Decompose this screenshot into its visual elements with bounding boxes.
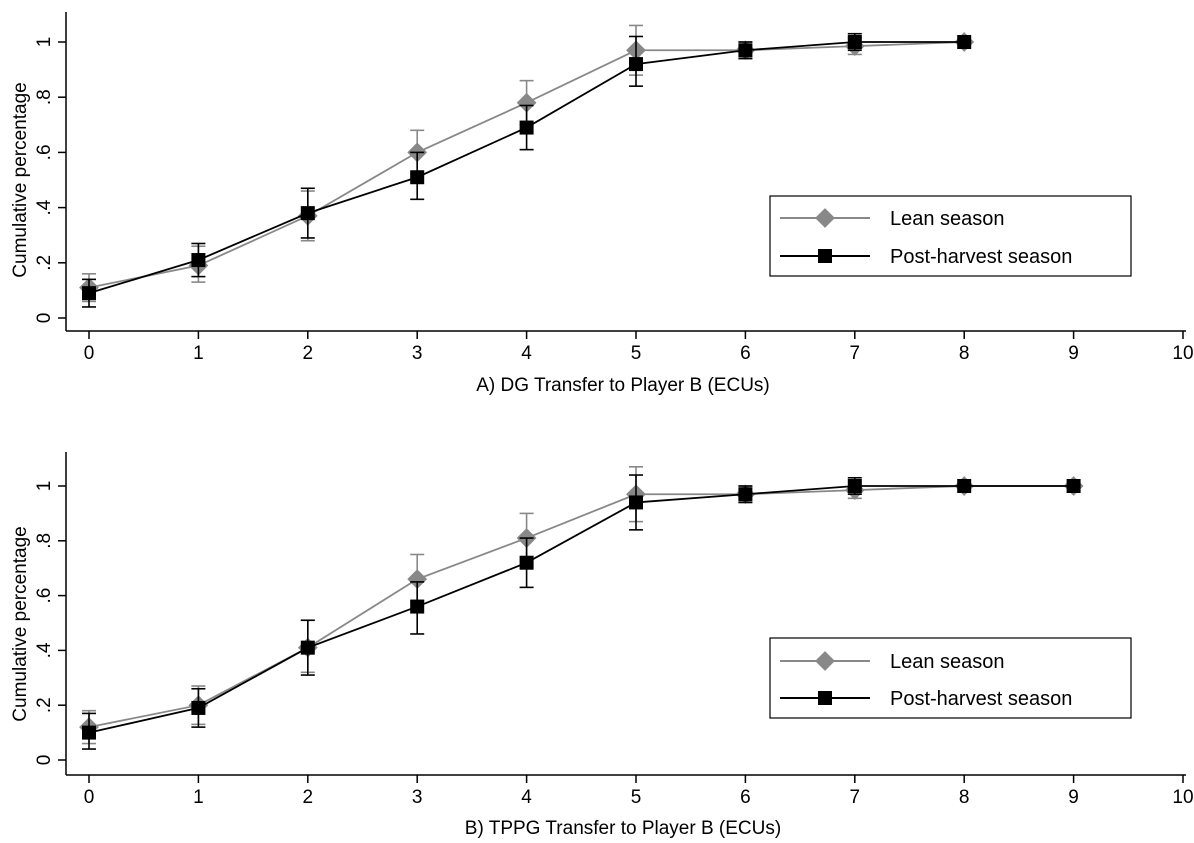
x-tick-label: 6 <box>740 787 751 808</box>
data-point <box>519 120 534 135</box>
series-post <box>82 474 1081 750</box>
y-tick-label: .8 <box>34 89 55 105</box>
x-tick-label: 5 <box>631 787 642 808</box>
y-tick-label: .4 <box>34 199 55 215</box>
data-point <box>300 206 315 221</box>
y-tick-label: 1 <box>34 481 55 492</box>
legend-marker-post <box>818 691 832 705</box>
x-axis-title: B) TPPG Transfer to Player B (ECUs) <box>465 818 781 839</box>
y-tick-label: .2 <box>34 697 55 713</box>
y-axis-title: Cumulative percentage <box>10 526 31 721</box>
x-tick-label: 7 <box>850 787 861 808</box>
x-tick-label: 3 <box>412 343 423 364</box>
y-tick-label: 0 <box>34 755 55 766</box>
legend-label-lean: Lean season <box>890 651 1005 673</box>
data-point <box>82 725 96 740</box>
series-post <box>82 32 972 308</box>
x-tick-label: 3 <box>412 787 423 808</box>
x-tick-label: 9 <box>1068 787 1079 808</box>
data-point <box>957 479 972 493</box>
chart-panel-a: 0 1 2 3 4 5 6 7 8 9 10 0 .2 .4 .6 .8 1 Cumulative percen… <box>10 12 1194 396</box>
data-point <box>191 253 206 268</box>
axis-ticks: 0 1 2 3 4 5 6 7 8 9 10 0 .2 .4 .6 .8 1 <box>34 481 1194 808</box>
data-point <box>82 286 96 301</box>
x-tick-label: 10 <box>1172 343 1193 364</box>
legend-label-post: Post-harvest season <box>890 246 1072 268</box>
data-point <box>410 599 425 614</box>
x-tick-label: 8 <box>959 787 970 808</box>
y-axis-title: Cumulative percentage <box>10 82 31 277</box>
data-point <box>410 170 425 185</box>
data-point <box>519 555 534 570</box>
data-point <box>629 495 643 510</box>
data-point <box>407 569 428 590</box>
data-point <box>847 479 862 493</box>
x-tick-label: 1 <box>193 343 204 364</box>
y-tick-label: .6 <box>34 144 55 160</box>
data-point <box>1066 479 1081 493</box>
series-line <box>88 485 1074 729</box>
y-tick-label: .4 <box>34 642 55 658</box>
legend-label-post: Post-harvest season <box>890 688 1072 710</box>
legend-marker-post <box>818 249 832 263</box>
chart-panel-b: 0 1 2 3 4 5 6 7 8 9 10 0 .2 .4 .6 .8 1 Cumulative percen… <box>10 452 1194 839</box>
y-tick-label: .8 <box>34 533 55 549</box>
data-point <box>957 35 972 49</box>
legend: Lean season Post-harvest season <box>769 195 1132 277</box>
data-point <box>629 57 643 72</box>
x-tick-label: 2 <box>303 787 314 808</box>
data-point <box>847 35 862 49</box>
x-tick-label: 4 <box>521 343 532 364</box>
axis-ticks: 0 1 2 3 4 5 6 7 8 9 10 0 .2 .4 .6 .8 1 <box>34 37 1194 364</box>
x-tick-label: 8 <box>959 343 970 364</box>
x-tick-label: 10 <box>1172 787 1193 808</box>
x-tick-label: 6 <box>740 343 751 364</box>
legend: Lean season Post-harvest season <box>769 637 1132 719</box>
x-tick-label: 7 <box>850 343 861 364</box>
legend-label-lean: Lean season <box>890 208 1005 230</box>
data-point <box>191 700 206 715</box>
x-tick-label: 5 <box>631 343 642 364</box>
y-tick-label: 1 <box>34 37 55 48</box>
y-tick-label: .6 <box>34 588 55 604</box>
data-point <box>738 43 753 58</box>
series-line <box>88 485 1074 734</box>
x-tick-label: 0 <box>84 787 95 808</box>
x-axis-title: A) DG Transfer to Player B (ECUs) <box>476 375 770 396</box>
x-tick-label: 2 <box>303 343 314 364</box>
y-tick-label: .2 <box>34 255 55 271</box>
data-point <box>738 487 753 502</box>
y-tick-label: 0 <box>34 313 55 324</box>
data-point <box>300 640 315 655</box>
x-tick-label: 9 <box>1068 343 1079 364</box>
series-group <box>79 24 975 308</box>
x-tick-label: 1 <box>193 787 204 808</box>
legend-marker-lean <box>815 651 835 671</box>
x-tick-label: 0 <box>84 343 95 364</box>
x-tick-label: 4 <box>521 787 532 808</box>
